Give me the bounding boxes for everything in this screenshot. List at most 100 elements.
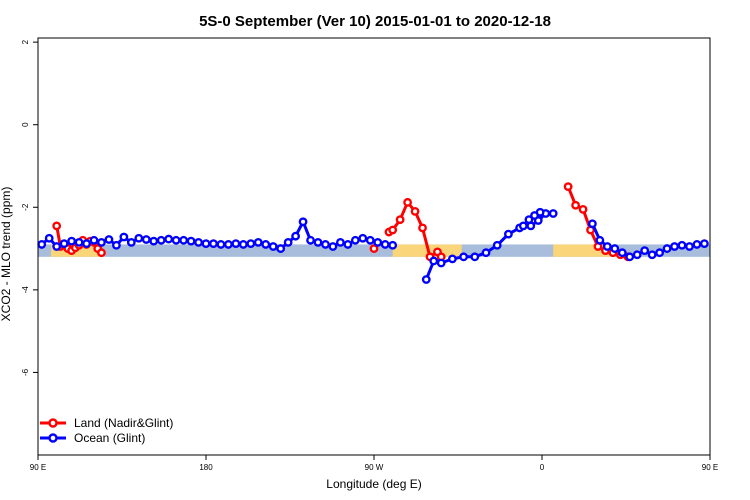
ocean-data-point [518, 221, 528, 231]
ocean-data-point [602, 242, 612, 251]
plot-area [37, 182, 710, 284]
land-data-point [418, 223, 427, 233]
ocean-data-point [640, 246, 650, 256]
x-axis-label: Longitude (deg E) [326, 477, 421, 491]
ocean-data-point [164, 234, 174, 244]
ocean-data-point [700, 239, 709, 249]
ocean-data-point [632, 250, 642, 260]
ocean-data-point [119, 232, 129, 242]
ocean-data-point [647, 250, 657, 260]
ocean-data-point [328, 242, 338, 251]
land-data-point [388, 225, 398, 235]
ocean-data-point [685, 242, 694, 251]
ocean-data-point [223, 240, 233, 249]
ocean-data-point [52, 242, 62, 251]
ocean-data-point [335, 237, 345, 247]
ocean-data-point [313, 237, 323, 247]
ocean-data-point [343, 240, 353, 249]
ocean-data-point [548, 209, 558, 218]
ocean-data-point [298, 217, 308, 227]
ocean-data-point [201, 239, 211, 249]
land-data-point [403, 197, 412, 207]
ocean-data-point [655, 248, 664, 258]
x-tick-label: 180 [199, 463, 213, 472]
ocean-data-point [524, 215, 534, 225]
ocean-data-point [149, 236, 159, 246]
ocean-data-point [141, 235, 151, 244]
y-tick-label: -2 [21, 203, 30, 211]
land-data-point [97, 248, 106, 258]
ocean-data-point [216, 240, 226, 249]
ocean-data-point [588, 219, 597, 229]
x-tick-label: 90 E [702, 463, 718, 472]
axes: 90 E 180 90 W 0 90 E 2 0 -2 -4 -6 [21, 39, 718, 472]
ocean-data-point [677, 240, 687, 250]
ocean-data-point [209, 239, 218, 249]
ocean-data-point [595, 235, 605, 245]
land-data-point [369, 244, 379, 253]
ocean-data-point [436, 258, 446, 268]
legend-marker-land [48, 418, 58, 428]
x-tick-label: 90 E [30, 463, 46, 472]
land-data-point [410, 207, 420, 216]
legend-marker-ocean [48, 433, 58, 443]
ocean-data-point [610, 244, 620, 253]
ocean-data-point [670, 242, 679, 251]
ocean-data-point [186, 236, 196, 246]
y-axis-label: XCO2 - MLO trend (ppm) [0, 187, 13, 322]
land-data-point [52, 221, 62, 231]
ocean-data-point [625, 252, 635, 262]
ocean-data-point [283, 237, 293, 247]
y-tick-label: 2 [21, 39, 30, 44]
ocean-data-point [535, 207, 545, 217]
ocean-data-point [459, 252, 468, 262]
ocean-data-point [373, 237, 383, 247]
ocean-data-point [276, 244, 286, 253]
ocean-data-point [481, 248, 491, 258]
ocean-data-point [171, 235, 181, 245]
ocean-data-point [82, 239, 91, 249]
legend-label-land: Land (Nadir&Glint) [74, 416, 173, 430]
legend: Land (Nadir&Glint)Ocean (Glint) [40, 416, 173, 445]
ocean-data-point [59, 239, 69, 249]
ocean-data-point [238, 240, 248, 249]
ocean-data-point [380, 240, 390, 249]
ocean-data-point [89, 235, 99, 245]
ocean-data-point [156, 235, 166, 245]
ocean-data-point [104, 235, 114, 244]
y-tick-label: 0 [21, 122, 30, 127]
ocean-data-point [692, 240, 702, 249]
land-data-point [578, 204, 588, 214]
ocean-data-point [126, 237, 136, 247]
ocean-data-point [617, 248, 627, 258]
ocean-data-point [67, 236, 77, 246]
y-tick-label: -6 [21, 368, 30, 376]
ocean-data-point [112, 240, 121, 250]
y-tick-label: -4 [21, 286, 30, 294]
ocean-data-point [246, 239, 256, 249]
ocean-data-point [231, 239, 241, 249]
ocean-data-point [421, 275, 431, 284]
x-tick-label: 90 W [365, 463, 384, 472]
ocean-data-point [253, 237, 263, 247]
land-data-point [563, 182, 573, 192]
ocean-data-point [447, 254, 457, 264]
ocean-data-point [662, 244, 672, 253]
ocean-data-point [429, 256, 439, 266]
ocean-data-point [37, 240, 47, 249]
ocean-data-point [179, 235, 189, 245]
ocean-data-point [306, 235, 315, 245]
ocean-data-point [321, 240, 330, 249]
ocean-data-point [470, 252, 480, 262]
ocean-data-point [268, 242, 278, 251]
ocean-data-point [74, 237, 84, 247]
ocean-data-point [194, 237, 203, 247]
x-tick-label: 0 [540, 463, 545, 472]
ocean-data-point [44, 233, 54, 243]
land-data-point [395, 215, 405, 225]
ocean-data-point [503, 229, 513, 239]
ocean-data-point [492, 240, 502, 250]
ocean-data-point [261, 240, 271, 249]
ocean-data-point [134, 233, 144, 243]
